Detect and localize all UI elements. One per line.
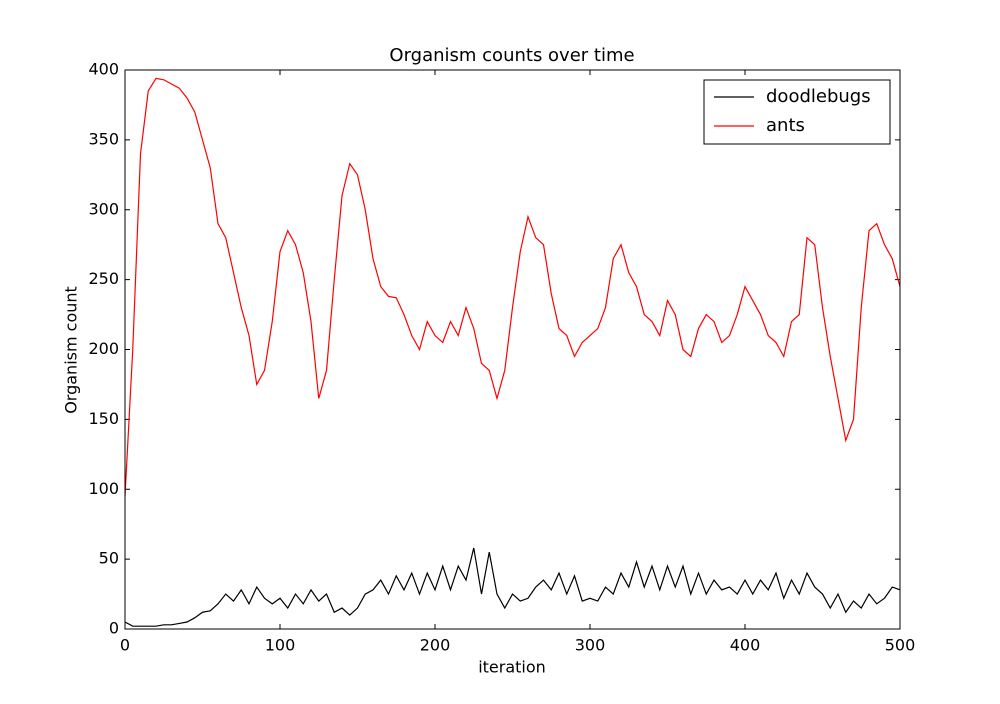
x-tick-label: 500: [885, 636, 916, 655]
y-tick-label: 250: [88, 269, 119, 288]
series-line: [124, 547, 901, 627]
legend-label: doodlebugs: [766, 86, 871, 107]
chart-title: Organism counts over time: [389, 45, 634, 66]
x-tick-label: 300: [575, 636, 606, 655]
legend-label: ants: [766, 115, 805, 136]
plot-frame: [124, 69, 901, 630]
y-tick-label: 100: [88, 479, 119, 498]
x-tick-label: 400: [730, 636, 761, 655]
y-tick-label: 350: [88, 129, 119, 148]
legend-box: [703, 79, 891, 145]
y-tick-label: 400: [88, 60, 119, 79]
y-axis-label: Organism count: [62, 286, 81, 414]
y-tick-label: 200: [88, 339, 119, 358]
y-tick-label: 50: [99, 549, 119, 568]
x-tick-label: 0: [120, 636, 130, 655]
x-tick-label: 200: [420, 636, 451, 655]
y-tick-label: 0: [109, 619, 119, 638]
y-tick-label: 150: [88, 409, 119, 428]
x-tick-label: 100: [265, 636, 296, 655]
x-axis-label: iteration: [478, 658, 546, 677]
y-tick-label: 300: [88, 199, 119, 218]
series-line: [124, 77, 901, 497]
